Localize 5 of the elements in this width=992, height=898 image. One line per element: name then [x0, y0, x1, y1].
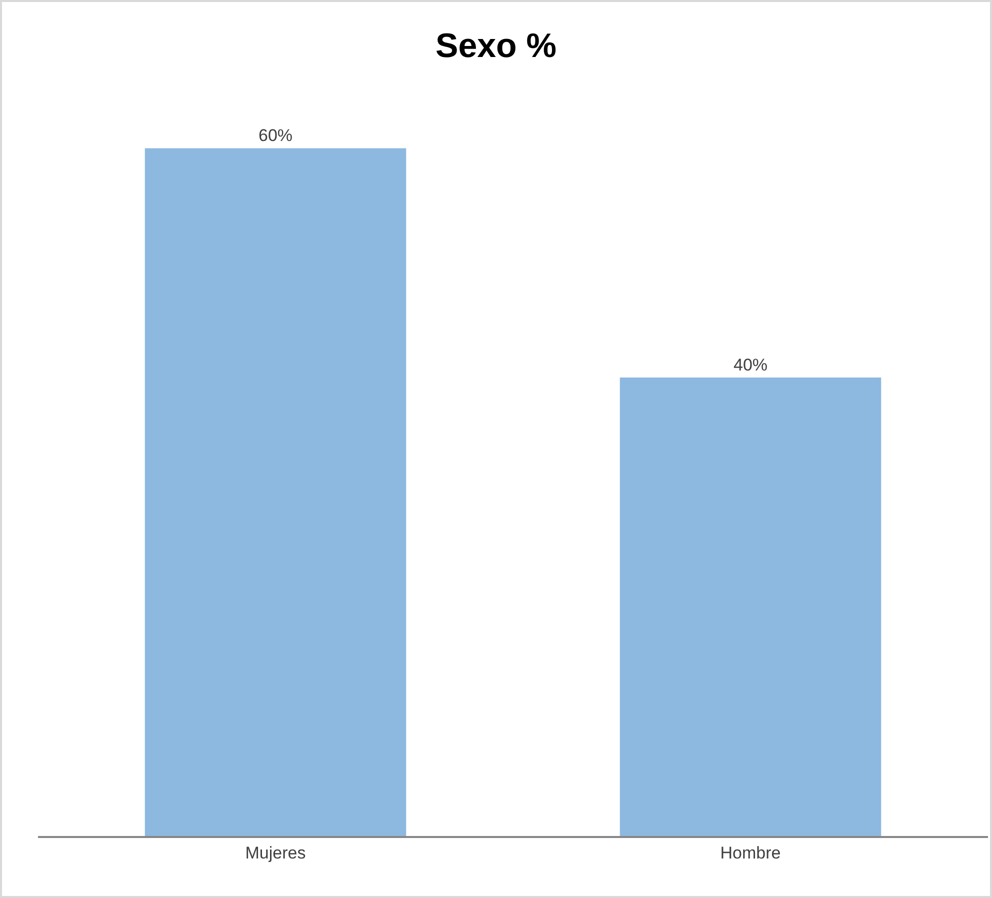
x-tick-label: Mujeres [245, 843, 306, 862]
data-label: 40% [733, 355, 768, 374]
data-label: 60% [258, 126, 293, 146]
chart-title: Sexo % [436, 27, 556, 66]
x-tick-label: Hombre [720, 843, 781, 862]
